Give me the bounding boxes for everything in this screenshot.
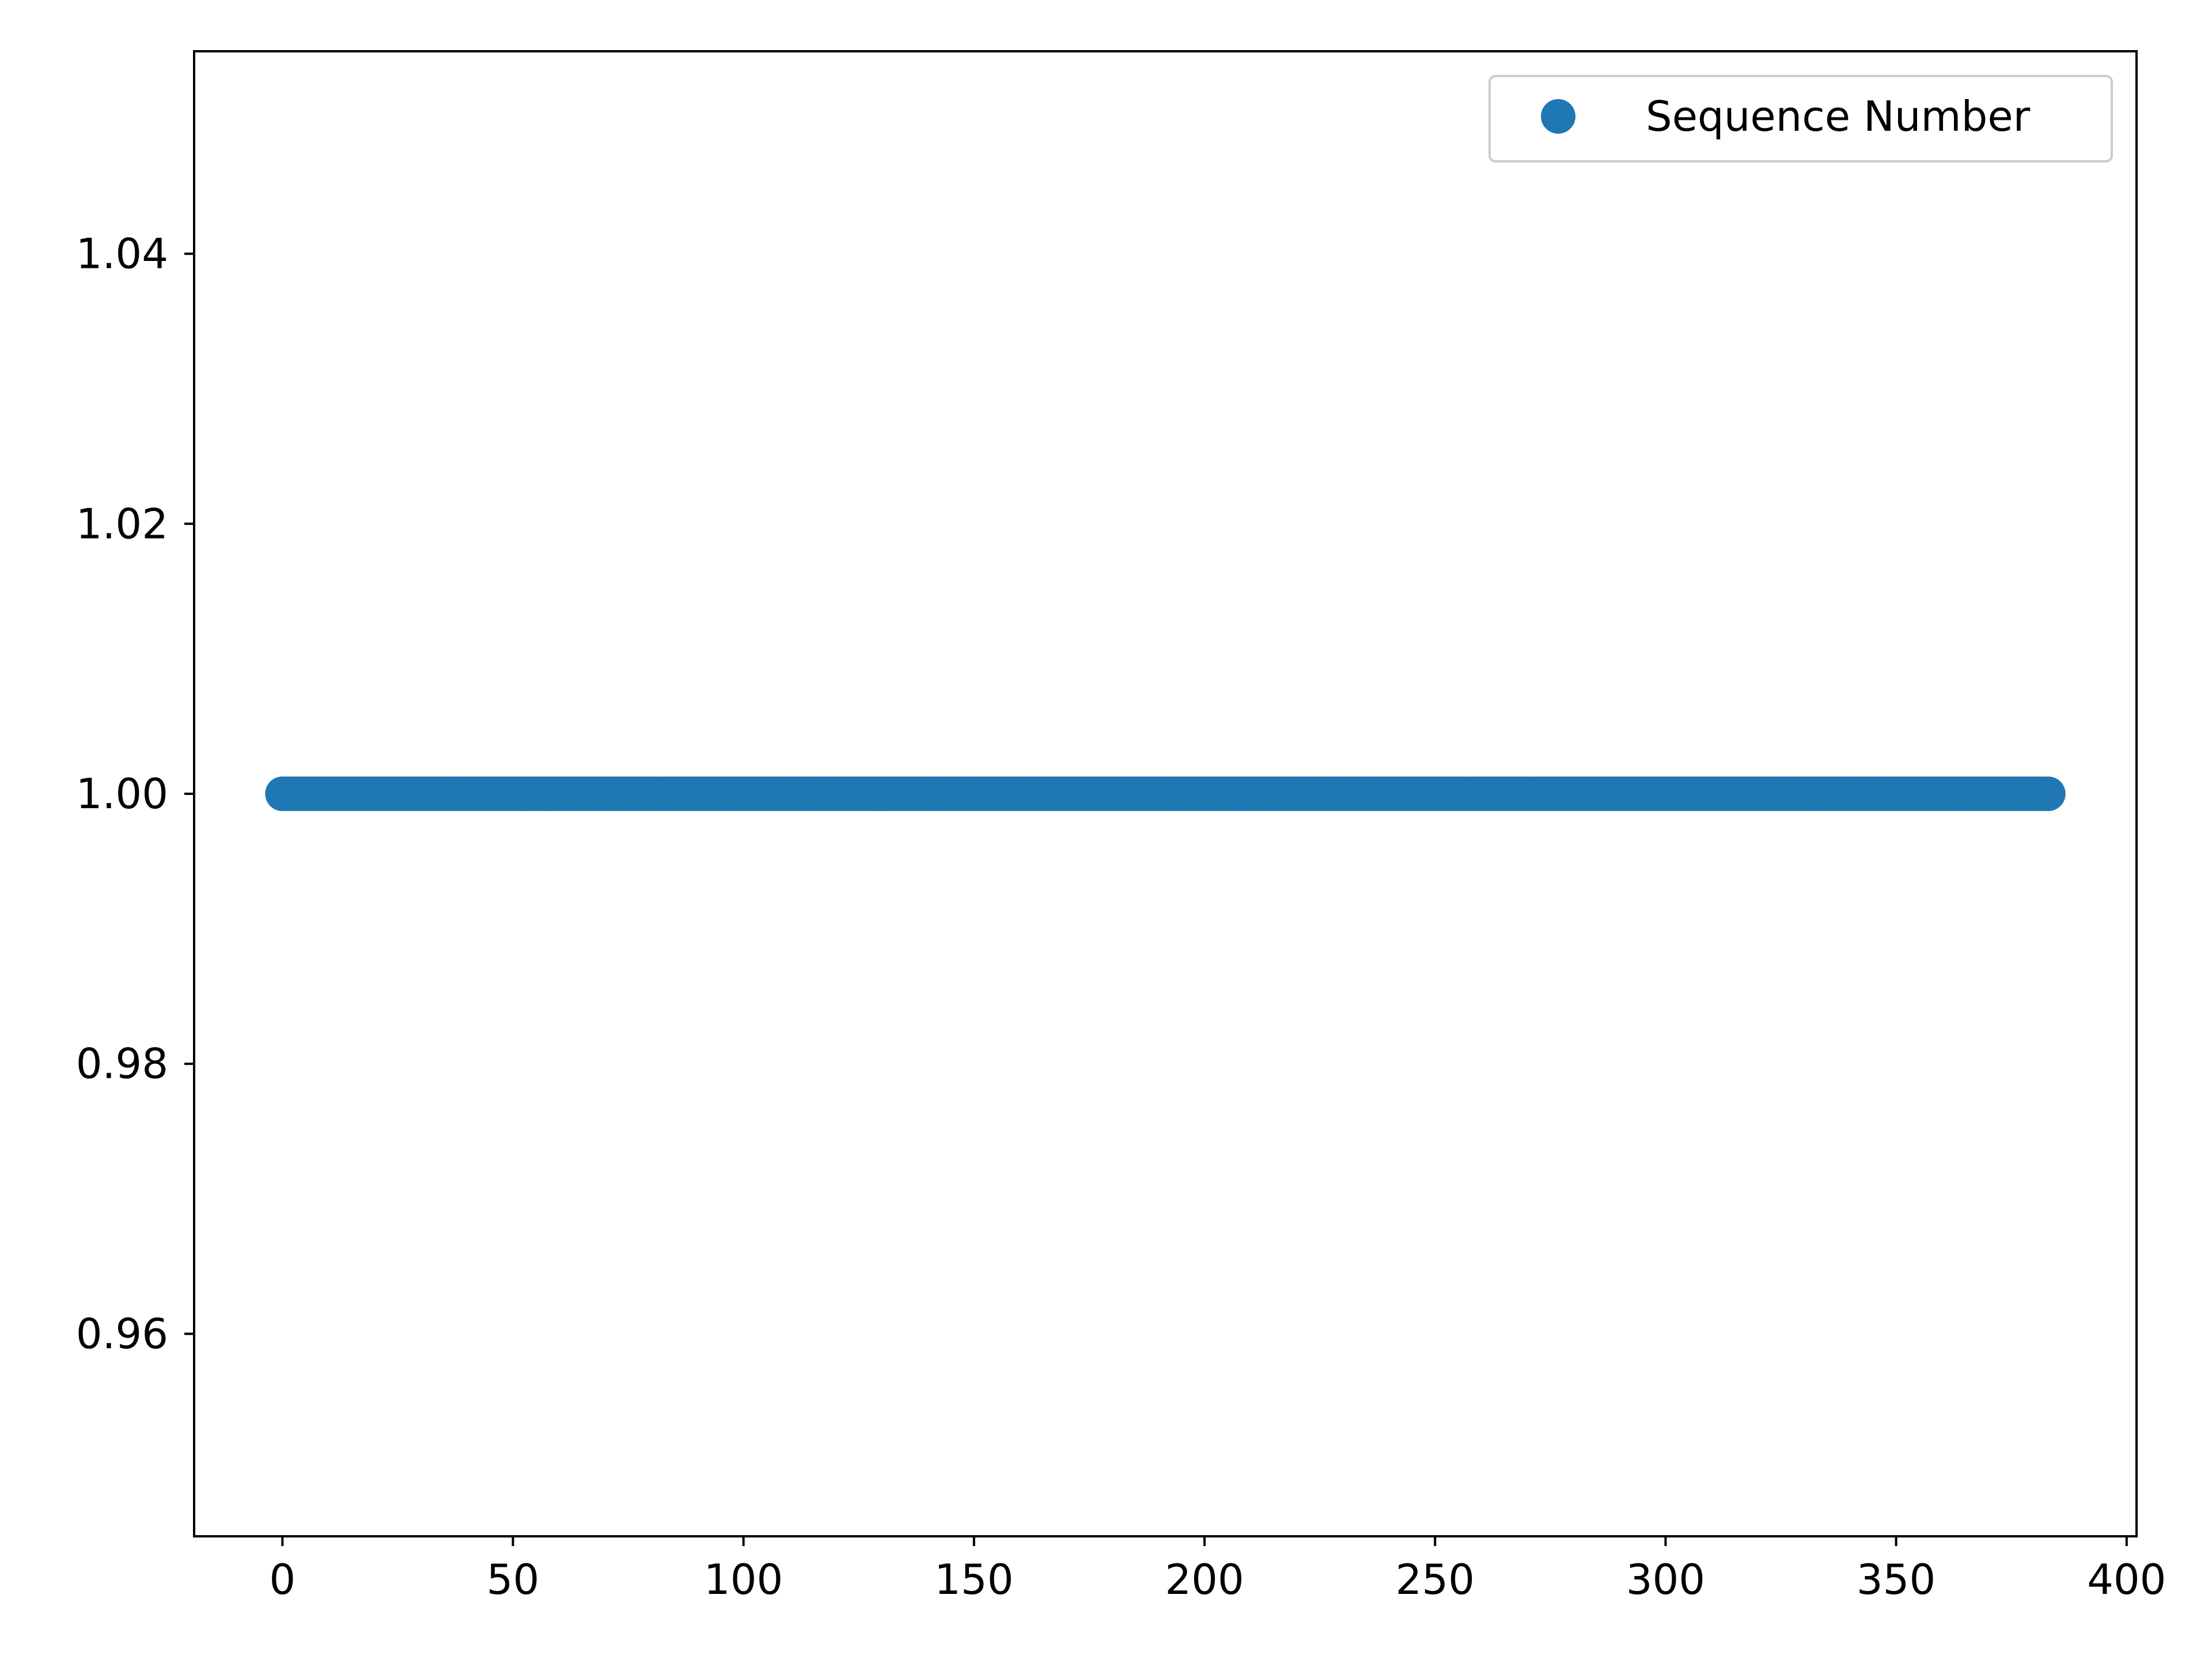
scatter-points xyxy=(265,777,2066,811)
x-axis: 0 50 100 150 200 250 300 350 400 xyxy=(269,1536,2166,1604)
x-tick-label: 150 xyxy=(934,1555,1013,1604)
legend-label: Sequence Number xyxy=(1646,92,2031,141)
x-tick-label: 100 xyxy=(704,1555,783,1604)
legend-box xyxy=(1488,75,2113,162)
y-tick-label: 0.96 xyxy=(76,1309,168,1358)
x-tick-label: 400 xyxy=(2087,1555,2166,1604)
x-tick-label: 350 xyxy=(1857,1555,1936,1604)
x-tick-label: 300 xyxy=(1626,1555,1705,1604)
x-tick-label: 250 xyxy=(1396,1555,1475,1604)
legend-marker xyxy=(1541,99,1575,134)
x-tick-label: 200 xyxy=(1165,1555,1244,1604)
y-tick-label: 0.98 xyxy=(76,1040,168,1088)
y-tick-label: 1.02 xyxy=(76,499,168,548)
y-axis: 0.96 0.98 1.00 1.02 1.04 xyxy=(76,230,194,1358)
x-tick-label: 0 xyxy=(269,1555,296,1604)
legend: Sequence Number xyxy=(1488,75,2113,162)
y-tick-label: 1.04 xyxy=(76,230,168,278)
x-tick-label: 50 xyxy=(487,1555,540,1604)
data-point xyxy=(2031,777,2066,811)
y-tick-label: 1.00 xyxy=(76,770,168,818)
